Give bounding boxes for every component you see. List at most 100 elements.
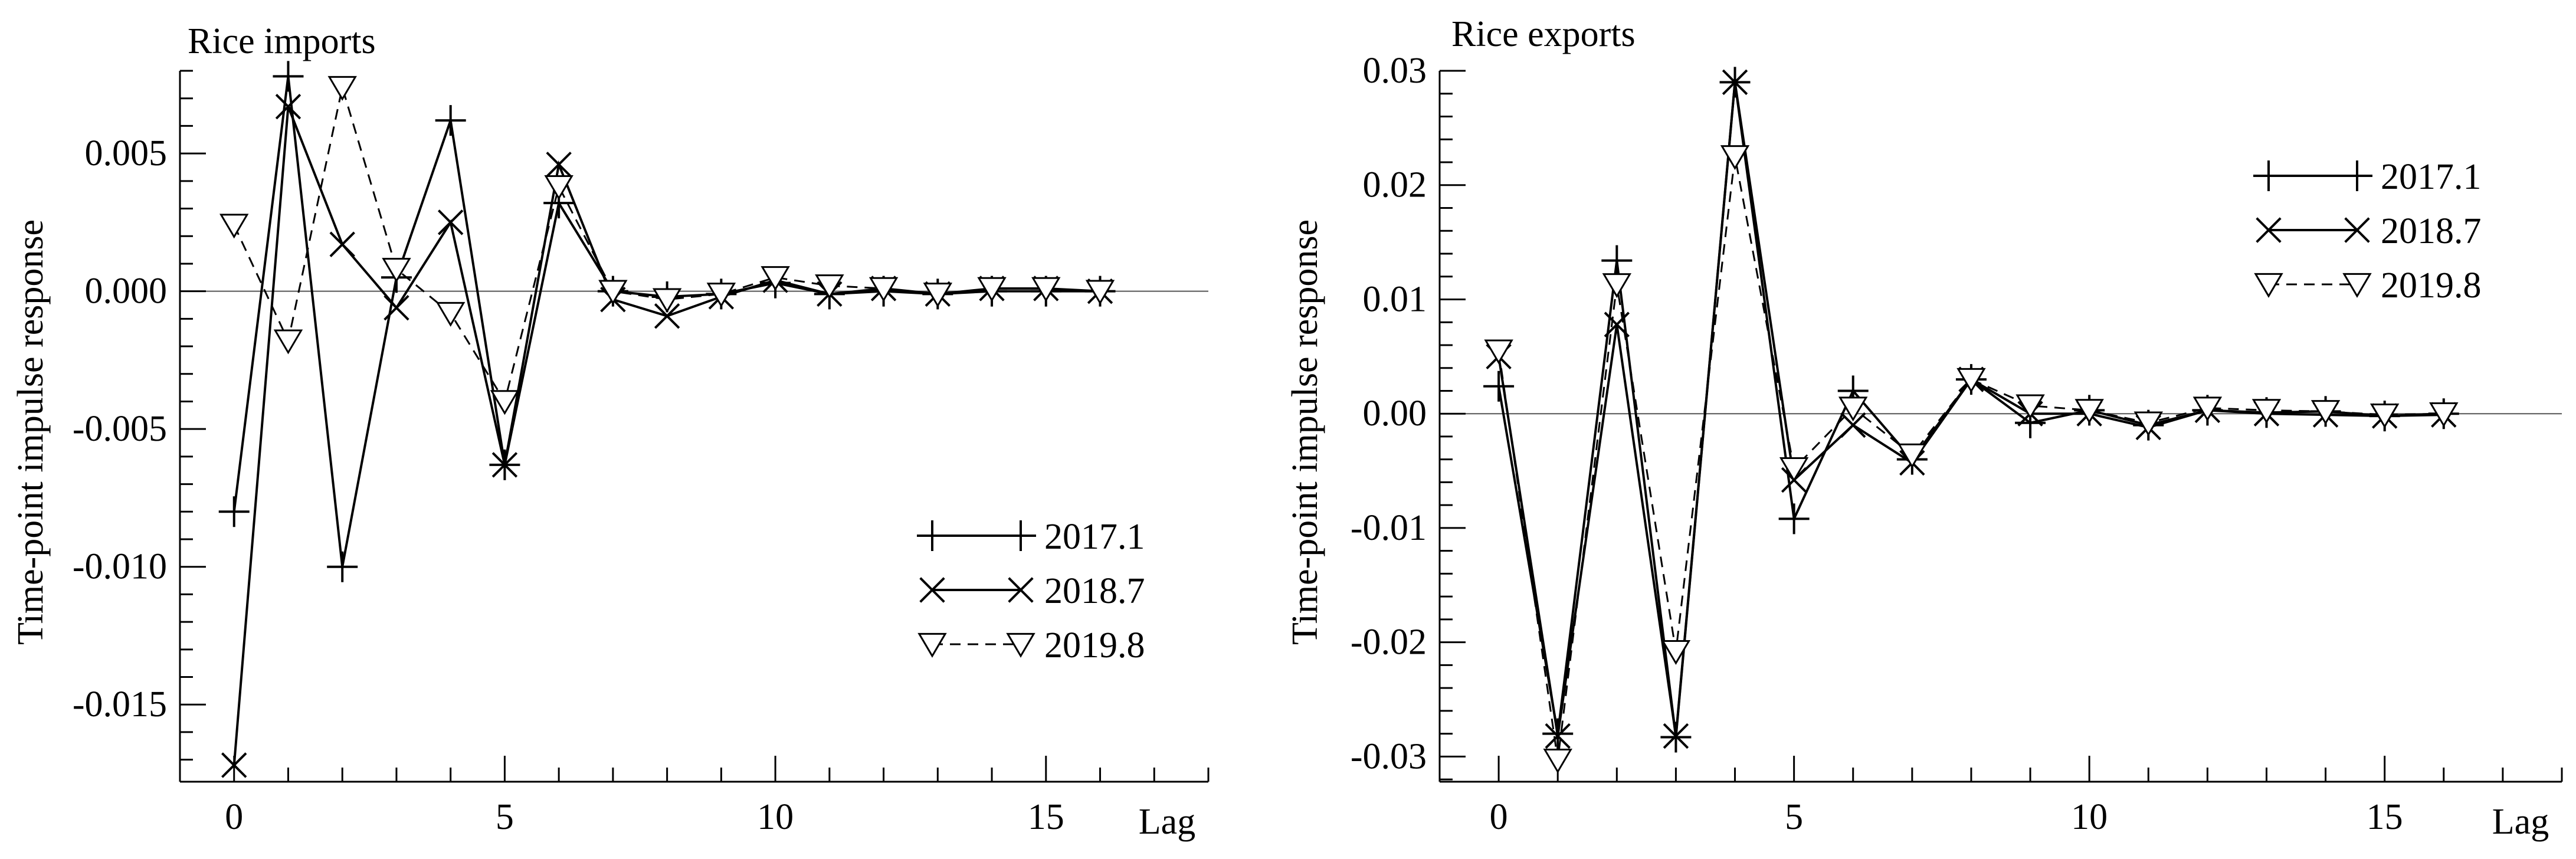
chart1-y-tick-label: 0.01 <box>1363 279 1427 319</box>
chart1-data-point <box>1838 396 1868 422</box>
chart1-y-tick-label: 0.03 <box>1363 51 1427 91</box>
chart0-series-line <box>232 76 1100 568</box>
chart0-data-point-b <box>546 152 572 178</box>
chart1-data-point-b <box>1722 69 1748 96</box>
chart1-legend-marker-b <box>2256 217 2282 243</box>
chart0-y-tick-label: -0.010 <box>73 547 167 587</box>
chart1-series-2019-8 <box>1484 145 2459 774</box>
chart1-legend-label: 2017.1 <box>2381 157 2482 197</box>
chart1-data-point <box>1661 640 1691 665</box>
chart1-x-tick-label: 10 <box>2071 797 2108 837</box>
chart1-y-tick-label: 0.02 <box>1363 165 1427 205</box>
chart1-data-point <box>1543 749 1572 774</box>
chart1-y-tick-label: -0.03 <box>1351 736 1427 776</box>
chart1-data-point-b <box>1663 723 1689 749</box>
chart1-panel: -0.03 -0.02 -0.01 0.00 0.01 0.02 0.03 0 5 10 15 Lag… <box>1285 14 2563 842</box>
chart0-data-point <box>327 76 357 101</box>
chart0-data-point <box>273 329 303 355</box>
chart0-x-tick-label: 0 <box>225 797 243 837</box>
chart0-data-point <box>706 283 736 308</box>
chart1-data-point <box>2192 396 2223 422</box>
chart0-panel: -0.015 -0.010 -0.005 0.000 0.005 0 5 10 15 Lag Tim… <box>11 21 1210 842</box>
chart1-x-axis-label: Lag <box>2492 802 2549 842</box>
chart1-data-point <box>2251 399 2282 424</box>
chart1-data-point <box>1956 368 1986 393</box>
chart1-data-point <box>1720 145 1750 171</box>
chart0-data-point <box>1085 280 1115 305</box>
chart0-data-point <box>869 277 899 302</box>
chart0-data-point <box>923 283 953 308</box>
chart0-series-line <box>233 87 1100 404</box>
chart1-series-line <box>1497 82 2444 737</box>
chart1-title: Rice exports <box>1451 14 1636 54</box>
chart0-x-axis-label: Lag <box>1139 802 1195 842</box>
chart0-legend-marker-b <box>919 577 945 603</box>
chart1-data-point <box>2369 403 2400 428</box>
chart1-data-point <box>1602 273 1632 299</box>
chart0-data-point <box>219 214 249 239</box>
chart1-data-point <box>1484 339 1513 365</box>
chart0-data-point-b <box>491 452 518 478</box>
chart0-data-point <box>544 175 573 201</box>
chart1-series-line <box>1497 156 2444 760</box>
chart0-x-tick-label: 5 <box>496 797 514 837</box>
chart0-series-line <box>232 106 1100 766</box>
chart1-x-tick-label: 15 <box>2367 797 2403 837</box>
chart0-data-point <box>598 280 628 305</box>
chart1-legend-marker <box>2254 273 2283 298</box>
chart0-data-point <box>815 274 844 300</box>
chart0-data-point <box>977 277 1007 302</box>
chart0-series-2017-1 <box>218 61 1116 582</box>
chart1-legend-label: 2018.7 <box>2381 211 2482 251</box>
chart0-data-point-b <box>221 752 247 778</box>
chart0-data-point-b <box>275 94 301 120</box>
chart1-y-tick-label: -0.01 <box>1351 508 1427 548</box>
chart0-y-tick-label: 0.005 <box>85 133 168 173</box>
chart0-y-axis-label: Time-point impulse response <box>11 219 51 645</box>
chart1-data-point <box>2310 400 2341 425</box>
chart1-data-point <box>2133 411 2163 437</box>
chart0-data-point-b <box>437 209 464 235</box>
chart1-series-line <box>1497 82 2444 736</box>
chart0-data-point <box>382 258 411 283</box>
chart1-data-point <box>1897 443 1927 468</box>
chart0-legend: 2017.1 2018.7 2019.8 <box>917 517 1145 665</box>
chart0-legend-marker-b <box>1008 577 1034 603</box>
chart0-data-point-b <box>654 303 680 329</box>
chart1-y-tick-label: 0.00 <box>1363 394 1427 434</box>
chart0-data-point <box>435 301 466 327</box>
chart1-data-point <box>1779 457 1809 483</box>
chart0-legend-label: 2019.8 <box>1044 625 1145 665</box>
chart0-y-tick-label: -0.005 <box>73 409 167 449</box>
chart1-legend: 2017.1 2018.7 2019.8 <box>2253 157 2482 306</box>
chart0-y-tick-label: -0.015 <box>73 684 167 724</box>
chart1-data-point-b <box>1604 312 1630 337</box>
chart1-data-point-b <box>1545 723 1571 749</box>
chart0-legend-label: 2018.7 <box>1044 571 1145 611</box>
chart1-y-axis-label: Time-point impulse response <box>1285 219 1325 645</box>
chart0-data-point-b <box>384 294 409 321</box>
chart1-data-point <box>2074 399 2104 424</box>
chart0-title: Rice imports <box>188 21 376 61</box>
chart1-data-point-b <box>1840 412 1866 438</box>
chart0-legend-marker <box>1006 632 1035 658</box>
chart1-x-tick-label: 0 <box>1490 797 1508 837</box>
chart1-legend-label: 2019.8 <box>2381 265 2482 306</box>
chart1-legend-marker <box>2342 273 2372 298</box>
chart1-legend-marker-b <box>2344 217 2370 243</box>
chart0-data-point-b <box>329 231 355 257</box>
chart0-data-point <box>1031 277 1061 302</box>
chart1-data-point <box>2429 402 2459 428</box>
chart1-y-tick-label: -0.02 <box>1351 622 1427 663</box>
chart1-series-2018-7 <box>1486 69 2457 749</box>
chart0-series-2018-7 <box>221 94 1113 778</box>
chart0-x-tick-label: 15 <box>1028 797 1064 837</box>
chart1-data-point <box>2015 394 2045 419</box>
chart0-data-point <box>652 288 682 313</box>
chart0-x-tick-label: 10 <box>757 797 794 837</box>
chart0-data-point <box>490 390 520 415</box>
chart1-x-tick-label: 5 <box>1785 797 1803 837</box>
chart0-series-2019-8 <box>219 76 1115 415</box>
chart0-legend-marker <box>917 632 947 658</box>
